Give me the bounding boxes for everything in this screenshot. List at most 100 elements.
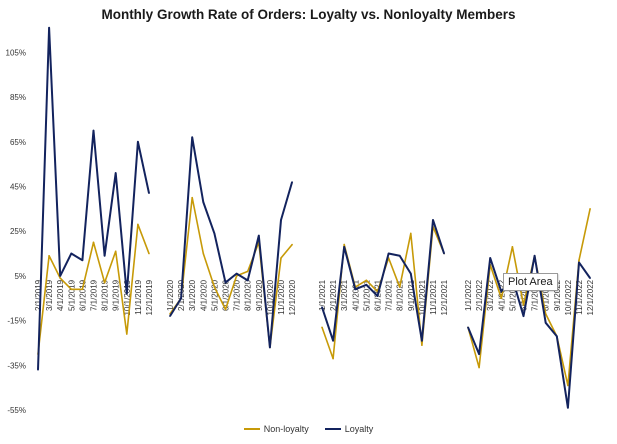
loyalty-series-line[interactable] (321, 219, 446, 342)
non-loyalty-point (365, 279, 368, 282)
loyalty-point (169, 315, 171, 317)
x-tick-label: 2/1/2021 (329, 279, 338, 311)
x-tick-label: 10/1/2022 (564, 279, 573, 315)
loyalty-point (37, 368, 39, 371)
loyalty-point (343, 246, 346, 248)
y-tick-label: -15% (7, 317, 26, 326)
x-tick-label: 11/1/2021 (429, 279, 438, 315)
non-loyalty-point (291, 243, 293, 246)
loyalty-point (269, 346, 271, 349)
x-tick-label: 9/1/2021 (407, 279, 416, 311)
x-tick-label: 10/1/2020 (266, 279, 275, 315)
loyalty-point (354, 288, 357, 291)
x-tick-label: 5/1/2019 (67, 279, 76, 311)
loyalty-point (202, 201, 205, 203)
loyalty-point (432, 219, 434, 221)
plot-area-tooltip: Plot Area (503, 273, 558, 291)
x-tick-label: 7/1/2019 (90, 279, 99, 311)
non-loyalty-point (410, 232, 412, 235)
loyalty-point (467, 326, 469, 329)
loyalty-point (443, 252, 445, 255)
non-loyalty-point (59, 277, 61, 279)
non-loyalty-point (103, 281, 106, 284)
y-tick-label: 85% (10, 93, 26, 102)
x-tick-label: 12/1/2022 (586, 279, 595, 315)
loyalty-point (137, 140, 139, 143)
y-tick-label: 25% (10, 227, 26, 236)
non-loyalty-point (398, 286, 401, 288)
loyalty-point (191, 136, 193, 139)
x-tick-label: 4/1/2019 (56, 279, 65, 311)
non-loyalty-point (148, 252, 150, 255)
y-tick-label: -35% (7, 361, 26, 370)
x-tick-label: 3/1/2019 (45, 279, 54, 311)
loyalty-point (103, 254, 106, 257)
x-tick-label: 10/1/2019 (123, 279, 132, 315)
non-loyalty-point (213, 286, 216, 288)
non-loyalty-point (191, 196, 193, 199)
loyalty-point (489, 257, 492, 259)
x-tick-label: 8/1/2019 (101, 279, 110, 311)
x-tick-label: 4/1/2020 (199, 279, 208, 311)
y-axis: -55% -35% -15% 5% 25% 45% 65% 85% 105% (6, 48, 26, 415)
x-tick-label: 12/1/2020 (288, 279, 297, 315)
x-tick-label: 7/1/2020 (233, 279, 242, 311)
x-tick-label: 9/1/2019 (112, 279, 121, 311)
legend-item-loyalty[interactable]: Loyalty (324, 424, 373, 434)
loyalty-point (114, 172, 117, 174)
legend-swatch-loyalty (324, 428, 341, 430)
loyalty-point (522, 315, 525, 317)
x-tick-label: 7/1/2021 (385, 279, 394, 311)
non-loyalty-point (332, 357, 334, 360)
x-tick-label: 1/1/2021 (318, 279, 327, 311)
x-tick-label: 11/1/2022 (575, 279, 584, 315)
x-tick-label: 9/1/2022 (553, 279, 562, 311)
loyalty-point (92, 129, 95, 132)
loyalty-series-line[interactable] (169, 136, 294, 349)
non-loyalty-point (70, 288, 73, 291)
loyalty-point (81, 259, 84, 262)
loyalty-point (478, 353, 480, 355)
loyalty-point (224, 281, 227, 284)
non-loyalty-point (137, 223, 139, 226)
x-tick-label: 11/1/2020 (277, 279, 286, 315)
non-loyalty-point (321, 326, 323, 329)
loyalty-point (365, 284, 368, 286)
series-layer (37, 26, 591, 409)
loyalty-series-line[interactable] (37, 26, 150, 370)
loyalty-point (500, 290, 503, 293)
x-tick-label: 5/1/2021 (362, 279, 371, 311)
loyalty-point (59, 275, 61, 277)
non-loyalty-point (81, 288, 84, 291)
loyalty-point (556, 335, 558, 338)
x-tick-label: 3/1/2022 (486, 279, 495, 311)
loyalty-point (410, 272, 412, 275)
x-tick-label: 2/1/2019 (34, 279, 43, 311)
non-loyalty-point (578, 259, 580, 262)
non-loyalty-point (126, 333, 128, 335)
non-loyalty-point (544, 313, 547, 315)
x-tick-label: 6/1/2019 (78, 279, 87, 311)
legend-swatch-non-loyalty (243, 428, 260, 430)
x-tick-label: 2/1/2022 (475, 279, 484, 311)
x-tick-label: 3/1/2021 (340, 279, 349, 311)
loyalty-point (589, 277, 591, 279)
x-tick-label: 10/1/2021 (418, 279, 427, 315)
legend-item-non-loyalty[interactable]: Non-loyalty (243, 424, 309, 434)
loyalty-point (235, 272, 238, 275)
non-loyalty-point (224, 308, 227, 311)
loyalty-point (148, 192, 150, 194)
non-loyalty-point (511, 246, 514, 248)
non-loyalty-point (235, 275, 238, 277)
legend-label-non-loyalty: Non-loyalty (263, 424, 309, 434)
legend: Non-loyalty Loyalty (0, 424, 617, 434)
x-tick-label: 8/1/2021 (396, 279, 405, 311)
non-loyalty-series-line[interactable] (169, 196, 293, 349)
loyalty-point (387, 252, 390, 255)
loyalty-point (180, 297, 182, 300)
x-tick-label: 5/1/2020 (210, 279, 219, 311)
non-loyalty-point (48, 254, 50, 257)
loyalty-point (376, 295, 379, 297)
